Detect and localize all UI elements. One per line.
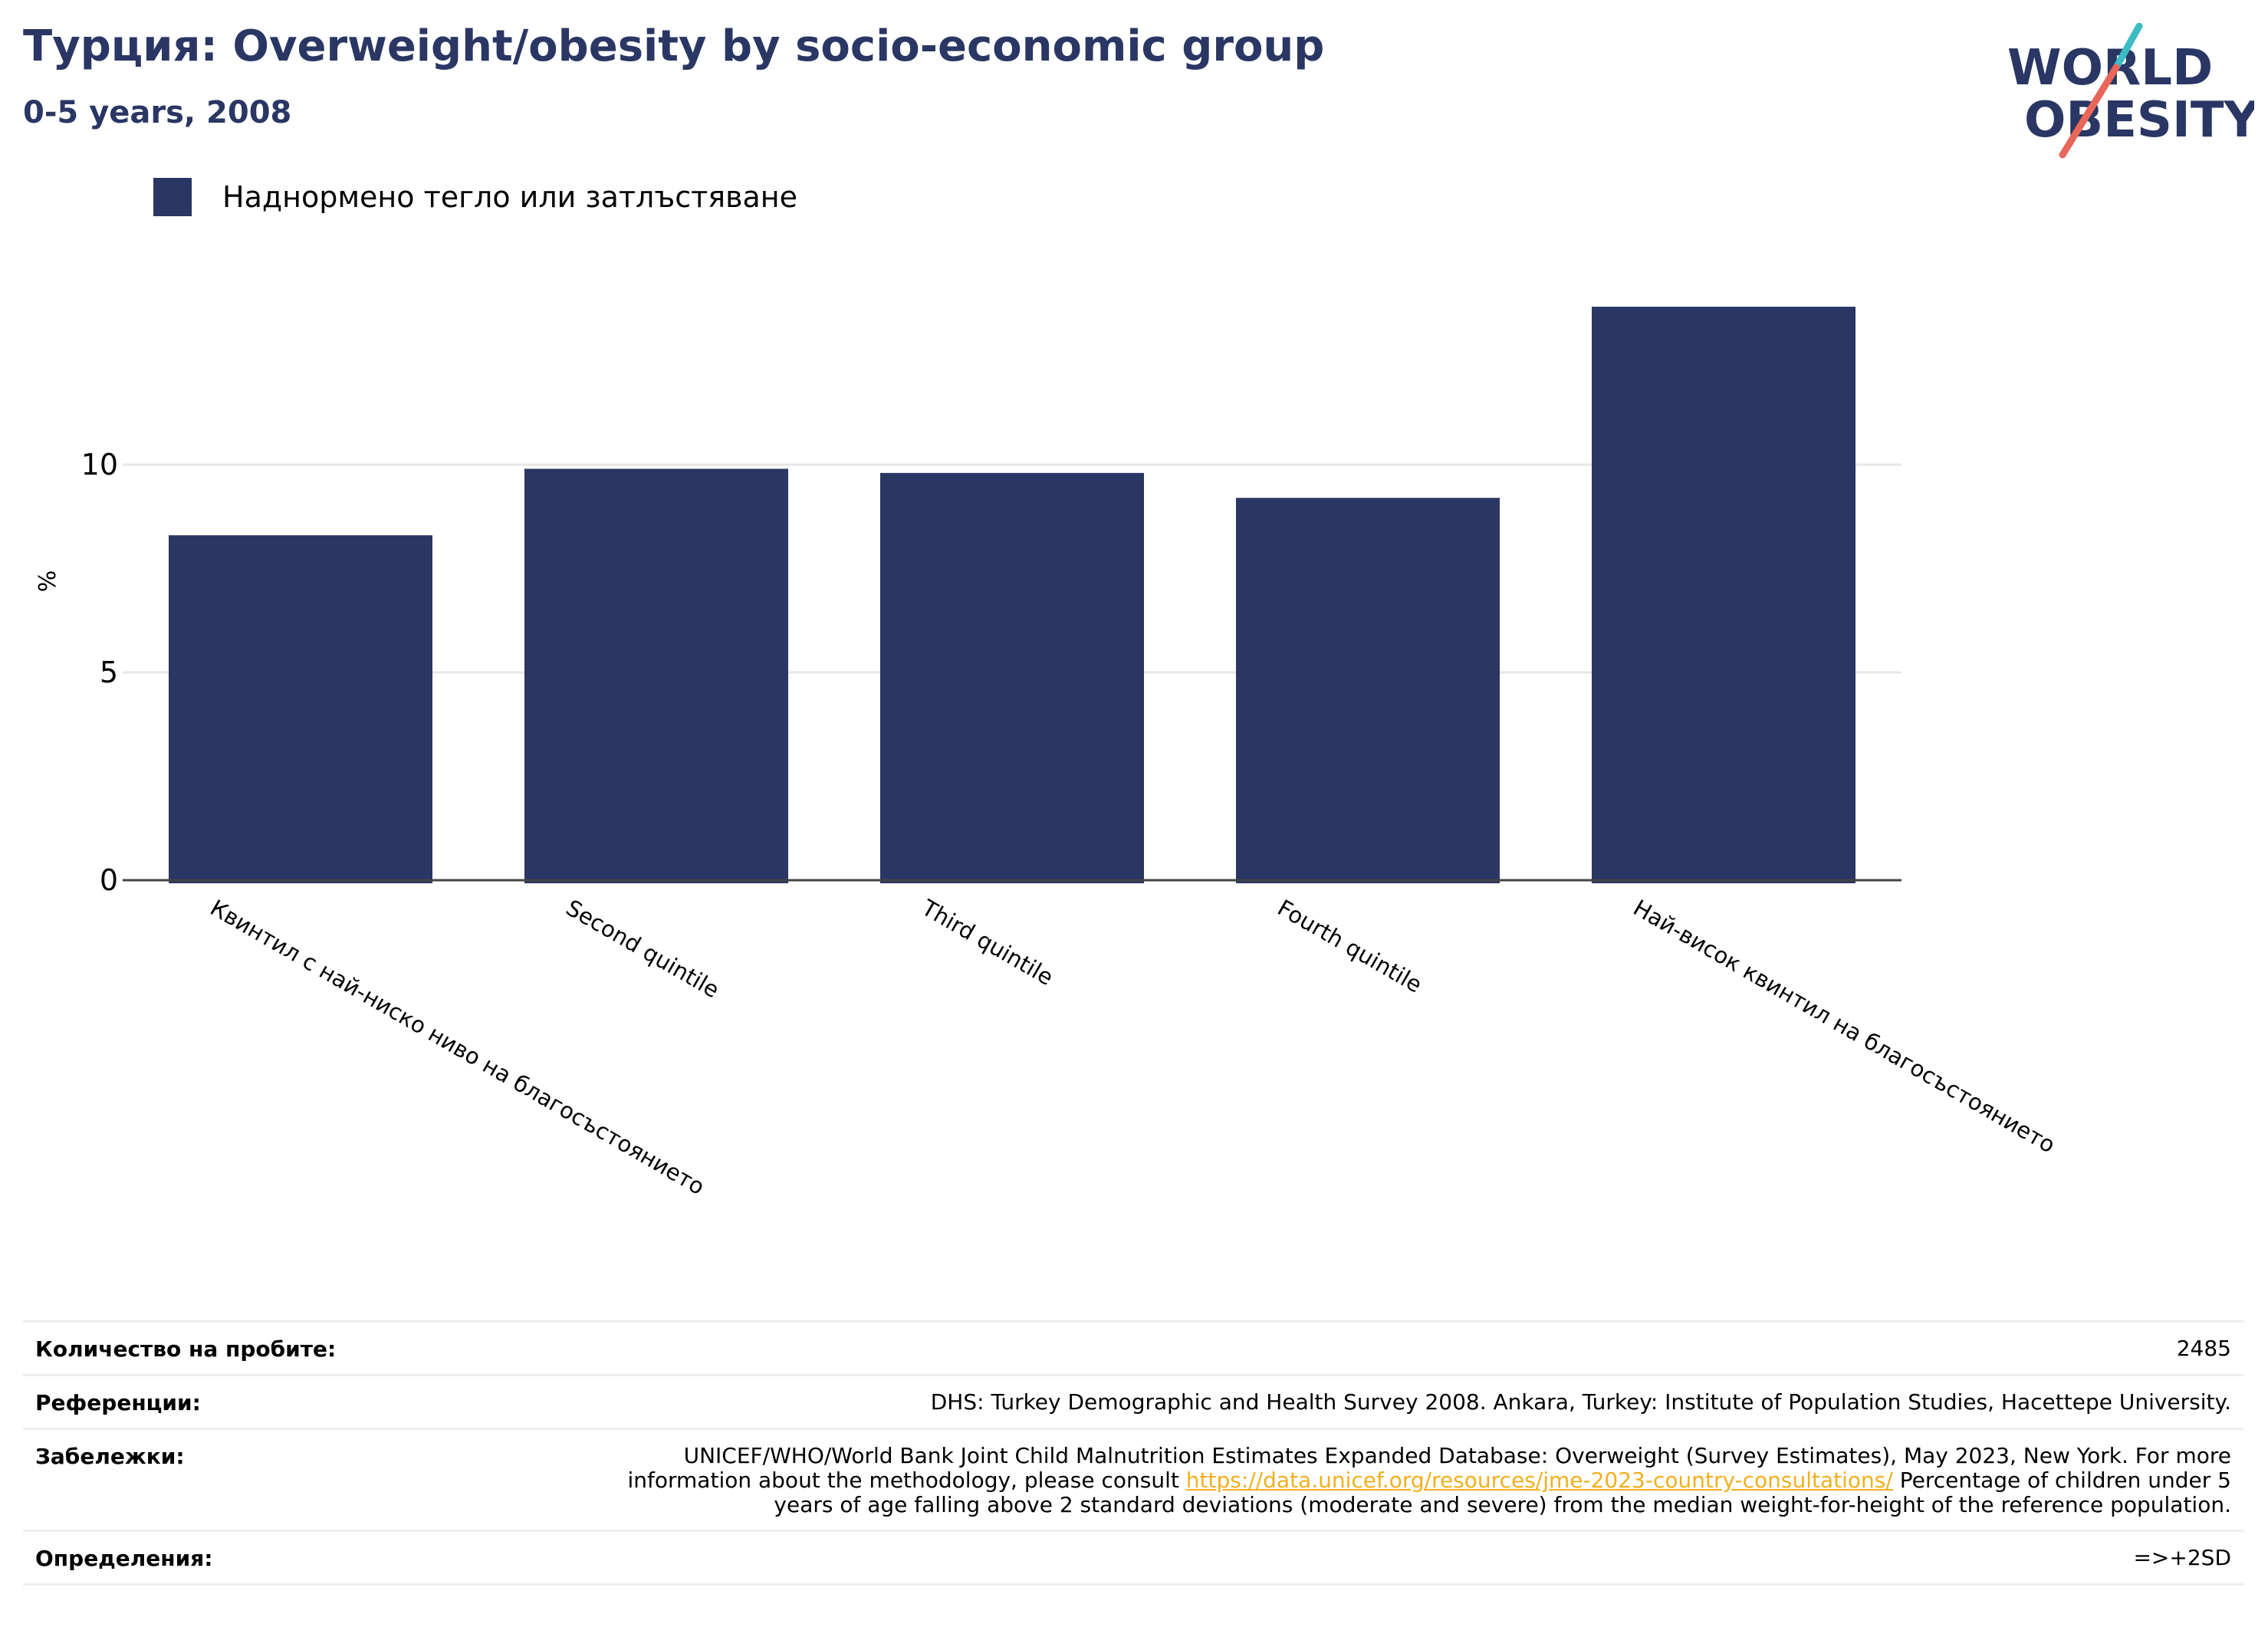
meta-row-definitions: Определения: =>+2SD (23, 1530, 2243, 1586)
y-tick-label: 0 (100, 863, 118, 897)
meta-value: DHS: Turkey Demographic and Health Surve… (930, 1389, 2231, 1415)
meta-key: Определения: (35, 1546, 213, 1571)
bar (880, 472, 1144, 883)
meta-row-sample-size: Количество на пробите: 2485 (23, 1320, 2243, 1374)
logo-text-world: WORLD (2007, 40, 2213, 97)
x-tick-label: Най-висок квинтил на благосъстоянието (1629, 895, 2060, 1159)
logo-slash-top (2112, 23, 2143, 71)
y-tick-label: 5 (100, 656, 118, 689)
meta-value: UNICEF/WHO/World Bank Joint Child Malnut… (613, 1443, 2232, 1517)
meta-key: Референции: (35, 1390, 201, 1415)
logo-slash-bottom (2059, 64, 2120, 159)
metadata-table: Количество на пробите: 2485 Референции: … (23, 1320, 2243, 1586)
methodology-link[interactable]: https://data.unicef.org/resources/jme-20… (1185, 1468, 1893, 1493)
page-title: Турция: Overweight/obesity by socio-econ… (23, 21, 1325, 71)
meta-value: 2485 (2176, 1336, 2231, 1361)
notes-text-before: UNICEF/WHO/World Bank Joint Child Malnut… (627, 1443, 2232, 1493)
meta-row-references: Референции: DHS: Turkey Demographic and … (23, 1374, 2243, 1428)
meta-key: Количество на пробите: (35, 1336, 337, 1362)
meta-row-notes: Забележки: UNICEF/WHO/World Bank Joint C… (23, 1428, 2243, 1530)
meta-key: Забележки: (35, 1444, 185, 1469)
logo-text-obesity: OBESITY (2024, 92, 2254, 149)
bar (1236, 498, 1500, 883)
bar (1592, 307, 1855, 883)
x-tick-label: Second quintile (562, 895, 724, 1004)
chart-legend[interactable]: Наднормено тегло или затлъстяване (153, 178, 797, 216)
page-subtitle: 0-5 years, 2008 (23, 95, 292, 130)
legend-label: Наднормено тегло или затлъстяване (222, 180, 797, 214)
x-tick-label: Third quintile (917, 894, 1058, 991)
legend-swatch (153, 178, 192, 216)
x-tick-label: Fourth quintile (1274, 895, 1427, 998)
world-obesity-logo: WORLD OBESITY (2007, 23, 2254, 159)
y-tick-label: 10 (81, 448, 118, 482)
notes-text-after: Percentage of children under 5 years of … (774, 1468, 2231, 1517)
y-axis-label: % (35, 570, 61, 593)
meta-value: =>+2SD (2133, 1545, 2231, 1570)
bar (169, 535, 432, 883)
bar (524, 468, 788, 883)
